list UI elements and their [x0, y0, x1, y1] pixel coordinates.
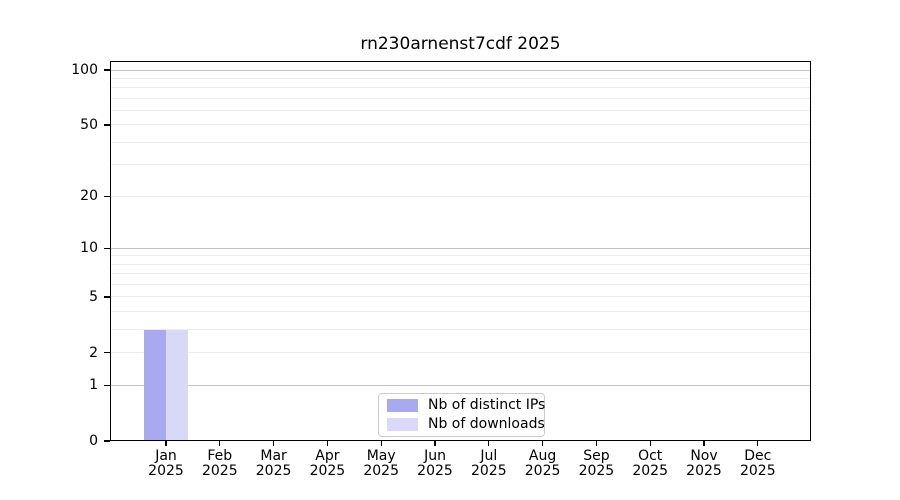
- x-tick-month: Sep: [583, 448, 610, 464]
- gridline-minor: [110, 329, 811, 331]
- x-axis-tick: [165, 441, 167, 446]
- y-tick-label: 1: [89, 377, 98, 394]
- gridline-minor: [110, 110, 811, 112]
- gridline-minor: [110, 87, 811, 89]
- x-tick-year: 2025: [686, 463, 722, 479]
- gridline-minor: [110, 296, 811, 298]
- x-tick-label: Mar 2025: [242, 449, 306, 479]
- chart-title: rn230arnenst7cdf 2025: [360, 34, 561, 54]
- legend-row-distinct-ips: Nb of distinct IPs: [387, 398, 545, 413]
- gridline-minor: [110, 263, 811, 265]
- x-tick-label: Nov 2025: [672, 449, 736, 479]
- x-tick-label: Sep 2025: [564, 449, 628, 479]
- x-tick-label: May 2025: [349, 449, 413, 479]
- x-tick-label: Oct 2025: [618, 449, 682, 479]
- x-axis-tick: [649, 441, 651, 446]
- y-tick-label: 5: [89, 288, 98, 305]
- legend-label-downloads: Nb of downloads: [428, 416, 545, 432]
- gridline-minor: [110, 273, 811, 275]
- x-tick-month: Mar: [260, 448, 287, 464]
- x-axis-tick: [595, 441, 597, 446]
- x-tick-month: Jun: [424, 448, 446, 464]
- y-tick-label: 0: [89, 433, 98, 449]
- x-tick-year: 2025: [363, 463, 399, 479]
- x-tick-year: 2025: [470, 463, 507, 479]
- x-axis-tick: [488, 441, 490, 446]
- x-axis-tick: [757, 441, 759, 446]
- gridline-major: [110, 247, 811, 249]
- y-tick-label: 50: [80, 116, 98, 133]
- x-tick-label: Apr 2025: [295, 449, 359, 479]
- bar-downloads: [166, 329, 188, 441]
- y-tick-label: 100: [71, 62, 98, 79]
- y-axis-tick: [104, 247, 110, 249]
- y-axis-tick: [104, 384, 110, 386]
- gridline-minor: [110, 77, 811, 79]
- x-tick-label: Aug 2025: [511, 449, 575, 479]
- gridline-minor: [110, 97, 811, 99]
- x-axis-tick: [273, 441, 275, 446]
- x-tick-year: 2025: [148, 463, 184, 479]
- bar-distinct-ips: [144, 329, 166, 441]
- y-tick-label: 10: [80, 240, 98, 257]
- x-axis-tick: [219, 441, 221, 446]
- gridline-minor: [110, 141, 811, 143]
- y-axis-tick: [104, 124, 110, 126]
- gridline-minor: [110, 195, 811, 197]
- legend-swatch-distinct-ips: [387, 399, 418, 412]
- x-tick-year: 2025: [578, 463, 615, 479]
- x-tick-year: 2025: [417, 463, 453, 479]
- x-tick-month: Feb: [207, 448, 233, 464]
- x-tick-year: 2025: [309, 463, 346, 479]
- gridline-minor: [110, 352, 811, 354]
- x-tick-month: Jan: [155, 448, 177, 464]
- x-tick-year: 2025: [739, 463, 776, 479]
- x-tick-year: 2025: [524, 463, 561, 479]
- x-axis-tick: [326, 441, 328, 446]
- x-tick-year: 2025: [201, 463, 238, 479]
- x-tick-label: Feb 2025: [188, 449, 252, 479]
- x-axis-tick: [434, 441, 436, 446]
- x-tick-label: Jul 2025: [457, 449, 521, 479]
- x-tick-month: Aug: [528, 448, 557, 464]
- gridline-minor: [110, 311, 811, 313]
- x-tick-label: Jan 2025: [134, 449, 198, 479]
- y-axis-tick: [104, 195, 110, 197]
- gridline-minor: [110, 284, 811, 286]
- x-axis-tick: [380, 441, 382, 446]
- y-axis-tick: [104, 69, 110, 71]
- x-tick-month: Apr: [315, 448, 340, 464]
- x-tick-month: Jul: [480, 448, 498, 464]
- gridline-minor: [110, 255, 811, 257]
- legend: Nb of distinct IPs Nb of downloads: [378, 393, 545, 437]
- legend-swatch-downloads: [387, 418, 418, 431]
- y-tick-label: 20: [80, 188, 98, 205]
- x-tick-year: 2025: [255, 463, 292, 479]
- x-tick-month: May: [366, 448, 396, 464]
- y-axis-tick: [104, 296, 110, 298]
- x-axis-tick: [703, 441, 705, 446]
- x-tick-year: 2025: [632, 463, 668, 479]
- x-tick-month: Oct: [638, 448, 663, 464]
- y-axis-tick: [104, 440, 110, 442]
- x-tick-label: Jun 2025: [403, 449, 467, 479]
- gridline-major: [110, 69, 811, 71]
- y-tick-label: 2: [89, 344, 98, 361]
- legend-label-distinct-ips: Nb of distinct IPs: [428, 397, 546, 413]
- legend-row-downloads: Nb of downloads: [387, 417, 545, 432]
- gridline-major: [110, 384, 811, 386]
- x-tick-month: Dec: [744, 448, 772, 464]
- x-tick-month: Nov: [690, 448, 718, 464]
- x-axis-tick: [542, 441, 544, 446]
- x-tick-label: Dec 2025: [726, 449, 790, 479]
- gridline-minor: [110, 164, 811, 166]
- gridline-minor: [110, 124, 811, 126]
- y-axis-tick: [104, 352, 110, 354]
